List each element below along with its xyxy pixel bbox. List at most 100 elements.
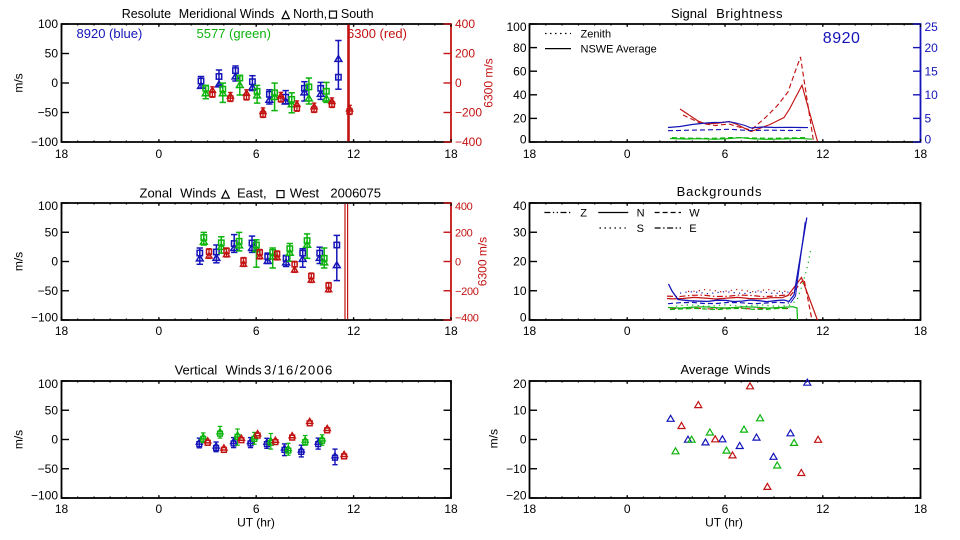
svg-text:Winds: Winds — [226, 363, 263, 378]
svg-text:2006075: 2006075 — [330, 186, 381, 201]
svg-text:Winds: Winds — [240, 7, 275, 21]
svg-text:100: 100 — [38, 199, 58, 213]
svg-text:−200: −200 — [455, 286, 479, 298]
svg-text:3/16/2006: 3/16/2006 — [264, 363, 334, 378]
svg-text:0: 0 — [156, 502, 163, 516]
svg-text:Zonal: Zonal — [140, 186, 173, 201]
svg-text:6: 6 — [722, 324, 729, 338]
svg-text:0: 0 — [455, 257, 461, 269]
svg-text:0: 0 — [455, 76, 462, 90]
svg-text:60: 60 — [513, 64, 527, 78]
svg-text:400: 400 — [455, 17, 475, 31]
svg-text:6: 6 — [722, 502, 729, 516]
svg-text:18: 18 — [444, 147, 458, 161]
svg-text:6: 6 — [253, 502, 260, 516]
svg-text:UT (hr): UT (hr) — [237, 516, 275, 530]
svg-text:12: 12 — [347, 147, 361, 161]
svg-text:30: 30 — [513, 225, 527, 239]
svg-text:6: 6 — [722, 147, 729, 161]
svg-text:0: 0 — [51, 76, 58, 90]
svg-text:5577 (green): 5577 (green) — [197, 26, 271, 41]
svg-text:12: 12 — [347, 324, 361, 338]
svg-text:18: 18 — [55, 502, 69, 516]
svg-text:12: 12 — [816, 502, 830, 516]
svg-text:East,: East, — [237, 186, 267, 201]
svg-text:18: 18 — [914, 147, 928, 161]
svg-text:Vertical: Vertical — [175, 363, 218, 378]
svg-text:−50: −50 — [38, 284, 59, 298]
svg-text:8920: 8920 — [823, 30, 861, 47]
svg-text:100: 100 — [38, 17, 58, 31]
svg-text:0: 0 — [925, 133, 932, 147]
svg-text:UT (hr): UT (hr) — [705, 516, 743, 530]
svg-text:−100: −100 — [31, 135, 58, 149]
svg-text:40: 40 — [513, 88, 527, 102]
svg-text:100: 100 — [38, 377, 58, 391]
svg-text:400: 400 — [455, 201, 473, 213]
svg-text:50: 50 — [45, 225, 59, 239]
svg-text:−50: −50 — [38, 106, 59, 120]
svg-text:N: N — [637, 208, 645, 220]
svg-text:0: 0 — [156, 147, 163, 161]
svg-text:200: 200 — [455, 47, 475, 61]
svg-text:S: S — [637, 223, 644, 235]
svg-text:20: 20 — [513, 112, 527, 126]
svg-text:m/s: m/s — [487, 429, 501, 448]
svg-text:0: 0 — [520, 433, 527, 447]
svg-text:12: 12 — [816, 324, 830, 338]
svg-text:18: 18 — [523, 502, 537, 516]
svg-text:18: 18 — [444, 502, 458, 516]
svg-text:Average: Average — [681, 362, 729, 377]
svg-text:25: 25 — [925, 20, 939, 34]
svg-text:0: 0 — [520, 133, 527, 147]
svg-text:10: 10 — [513, 403, 527, 417]
svg-text:Backgrounds: Backgrounds — [677, 184, 763, 199]
svg-text:Winds: Winds — [180, 186, 217, 201]
svg-text:8920 (blue): 8920 (blue) — [77, 26, 143, 41]
svg-text:18: 18 — [523, 324, 537, 338]
svg-text:m/s: m/s — [12, 73, 26, 92]
svg-text:18: 18 — [914, 324, 928, 338]
svg-text:50: 50 — [45, 403, 59, 417]
svg-text:−50: −50 — [38, 462, 59, 476]
svg-text:−200: −200 — [455, 106, 482, 120]
svg-text:−10: −10 — [506, 462, 527, 476]
svg-text:20: 20 — [513, 377, 527, 391]
svg-text:100: 100 — [506, 20, 526, 34]
svg-text:0: 0 — [624, 502, 631, 516]
svg-text:−100: −100 — [31, 311, 58, 325]
svg-text:200: 200 — [455, 227, 473, 239]
svg-text:Winds: Winds — [734, 362, 771, 377]
svg-text:Brightness: Brightness — [716, 6, 783, 21]
svg-text:m/s: m/s — [12, 430, 26, 449]
svg-text:−100: −100 — [31, 489, 58, 503]
svg-text:0: 0 — [51, 255, 58, 269]
svg-text:5: 5 — [925, 112, 932, 126]
svg-text:Zenith: Zenith — [581, 29, 612, 41]
svg-text:18: 18 — [914, 502, 928, 516]
svg-text:0: 0 — [624, 147, 631, 161]
svg-text:0: 0 — [51, 433, 58, 447]
svg-text:12: 12 — [816, 147, 830, 161]
svg-text:18: 18 — [55, 147, 69, 161]
svg-text:10: 10 — [925, 88, 939, 102]
svg-text:W: W — [689, 208, 700, 220]
svg-text:6: 6 — [253, 324, 260, 338]
svg-text:20: 20 — [513, 255, 527, 269]
svg-text:18: 18 — [55, 324, 69, 338]
svg-text:18: 18 — [523, 147, 537, 161]
svg-text:18: 18 — [444, 324, 458, 338]
svg-text:West: West — [290, 186, 320, 201]
svg-text:Signal: Signal — [671, 6, 707, 21]
svg-text:50: 50 — [45, 47, 59, 61]
svg-text:0: 0 — [156, 324, 163, 338]
svg-text:Resolute: Resolute — [122, 7, 171, 21]
svg-text:NSWE Average: NSWE Average — [581, 44, 657, 56]
svg-text:0: 0 — [520, 311, 527, 325]
svg-text:40: 40 — [513, 199, 527, 213]
svg-text:Meridional: Meridional — [179, 7, 237, 21]
svg-text:Z: Z — [580, 208, 587, 220]
svg-text:−400: −400 — [455, 135, 482, 149]
svg-text:6300 (red): 6300 (red) — [347, 26, 407, 41]
svg-text:6300 m/s: 6300 m/s — [482, 58, 496, 107]
